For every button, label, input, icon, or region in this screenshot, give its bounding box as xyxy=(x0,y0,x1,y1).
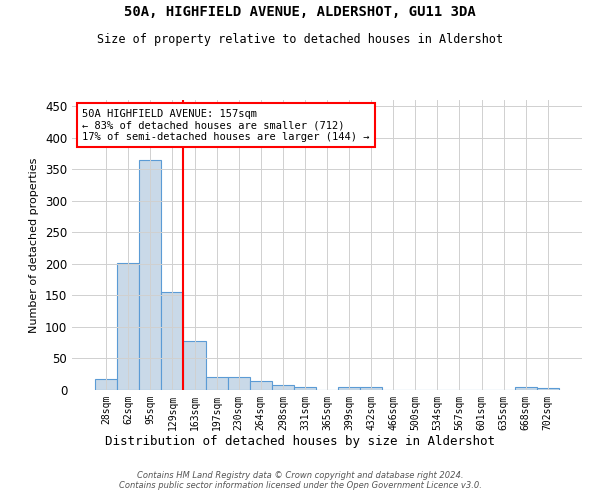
Bar xyxy=(139,160,161,390)
Text: 50A, HIGHFIELD AVENUE, ALDERSHOT, GU11 3DA: 50A, HIGHFIELD AVENUE, ALDERSHOT, GU11 3… xyxy=(124,5,476,19)
Text: 50A HIGHFIELD AVENUE: 157sqm
← 83% of detached houses are smaller (712)
17% of s: 50A HIGHFIELD AVENUE: 157sqm ← 83% of de… xyxy=(82,108,370,142)
Bar xyxy=(117,262,139,390)
Text: Contains HM Land Registry data © Crown copyright and database right 2024.
Contai: Contains HM Land Registry data © Crown c… xyxy=(119,470,481,490)
Bar xyxy=(537,388,559,390)
Bar xyxy=(206,377,227,390)
Y-axis label: Number of detached properties: Number of detached properties xyxy=(29,158,40,332)
Bar xyxy=(250,381,272,390)
Bar xyxy=(95,378,117,390)
Bar xyxy=(227,378,250,390)
Text: Size of property relative to detached houses in Aldershot: Size of property relative to detached ho… xyxy=(97,32,503,46)
Bar xyxy=(294,387,316,390)
Bar xyxy=(272,385,294,390)
Bar xyxy=(515,388,537,390)
Bar xyxy=(161,292,184,390)
Bar xyxy=(338,387,360,390)
Text: Distribution of detached houses by size in Aldershot: Distribution of detached houses by size … xyxy=(105,435,495,448)
Bar xyxy=(184,341,206,390)
Bar xyxy=(360,388,382,390)
